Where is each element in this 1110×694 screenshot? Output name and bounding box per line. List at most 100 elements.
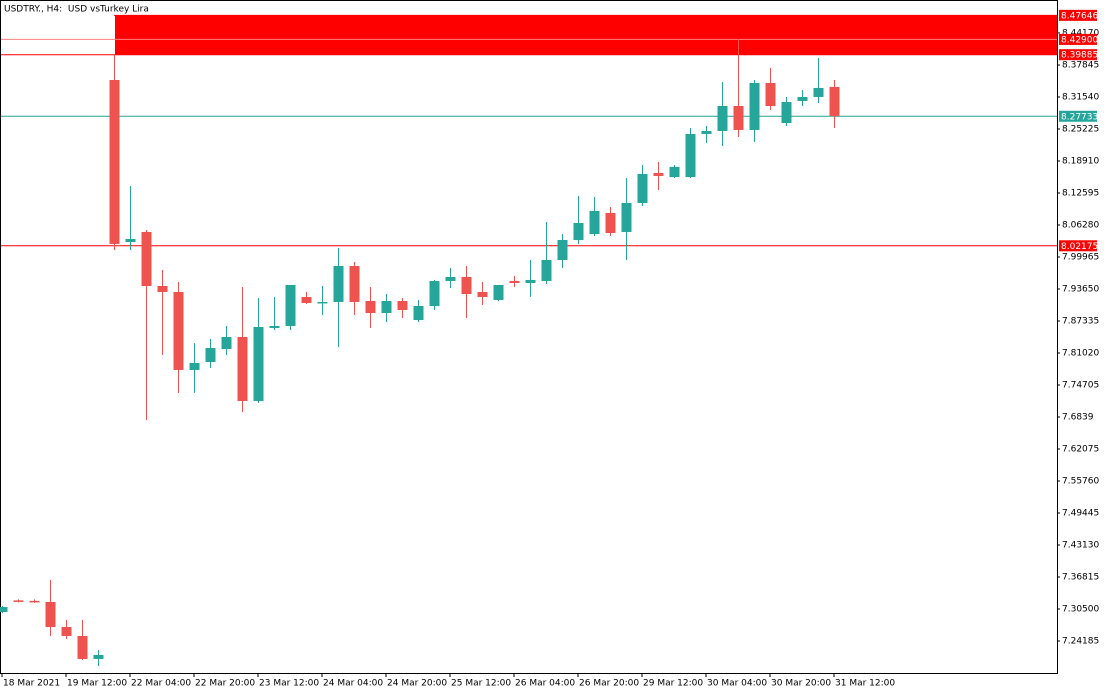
candle-body: [541, 259, 552, 281]
y-tick-label: 8.06280: [1062, 220, 1099, 230]
candle-body: [253, 326, 264, 401]
candle-body: [477, 291, 488, 297]
x-tick-label: 29 Mar 12:00: [643, 679, 703, 689]
plot-frame: [0, 0, 1058, 674]
candle-body: [621, 202, 632, 232]
x-tick-label: 30 Mar 20:00: [771, 679, 831, 689]
candle-body: [141, 231, 152, 286]
x-tick-label: 25 Mar 12:00: [451, 679, 511, 689]
candle-body: [45, 602, 56, 627]
candle-body: [61, 626, 72, 637]
candle-body: [0, 607, 8, 612]
candle-body: [461, 276, 472, 295]
y-tick-label: 7.49445: [1062, 508, 1099, 518]
candle-body: [653, 172, 664, 176]
candle-body: [685, 133, 696, 177]
x-tick-label: 23 Mar 12:00: [259, 679, 319, 689]
y-tick-label: 7.24185: [1062, 636, 1099, 646]
x-tick-label: 19 Mar 12:00: [67, 679, 127, 689]
y-tick-label: 8.18910: [1062, 156, 1099, 166]
candle-body: [829, 86, 840, 116]
candle-body: [733, 105, 744, 130]
level-label: 8.02175: [1061, 242, 1098, 252]
candle-body: [301, 296, 312, 303]
candle-body: [637, 173, 648, 203]
candle-body: [605, 212, 616, 233]
candle-body: [285, 284, 296, 326]
labels-layer: 8.44170 8.37845 8.31540 8.25225 8.18910 8.125…: [1, 9, 1099, 689]
y-tick-label: 8.12595: [1062, 188, 1099, 198]
y-tick-label: 7.55760: [1062, 476, 1099, 486]
y-tick-label: 7.6839: [1062, 412, 1094, 422]
candle-body: [157, 285, 168, 292]
candle-body: [269, 325, 280, 329]
candle-body: [445, 276, 456, 281]
y-tick-label: 7.62075: [1062, 444, 1099, 454]
candle-body: [797, 96, 808, 101]
x-tick-label: 30 Mar 04:00: [707, 679, 767, 689]
x-tick-label: 26 Mar 20:00: [579, 679, 639, 689]
candle-body: [413, 306, 424, 320]
candle-body: [381, 300, 392, 314]
x-tick-label: 18 Mar 2021: [3, 679, 60, 689]
candle-body: [365, 300, 376, 314]
zone-layer: [1, 14, 1057, 247]
candle-body: [13, 600, 24, 602]
y-tick-label: 8.44170: [1062, 28, 1099, 38]
y-tick-label: 8.37845: [1062, 61, 1099, 71]
y-tick-label: 7.87335: [1062, 316, 1099, 326]
x-tick-label: 26 Mar 04:00: [515, 679, 575, 689]
candle-body: [109, 80, 120, 244]
candle-body: [125, 238, 136, 243]
candle-body: [781, 101, 792, 123]
y-tick-label: 7.30500: [1062, 604, 1099, 614]
candle-body: [717, 105, 728, 131]
y-tick-label: 7.93650: [1062, 284, 1099, 294]
candle-body: [397, 300, 408, 310]
level-label: 8.39885: [1061, 51, 1098, 61]
level-box: [1059, 240, 1097, 252]
candle-body: [749, 82, 760, 130]
y-tick-label: 7.36815: [1062, 572, 1099, 582]
level-box: [1059, 110, 1097, 122]
candle-body: [765, 82, 776, 106]
candle-body: [669, 166, 680, 177]
candle-body: [493, 284, 504, 300]
candle-body: [509, 280, 520, 284]
y-tick-label: 7.43130: [1062, 540, 1099, 550]
chart-title: USDTRY., H4: USD vsTurkey Lira: [4, 5, 149, 15]
y-tick-label: 7.99965: [1062, 252, 1099, 262]
x-tick-label: 22 Mar 04:00: [131, 679, 191, 689]
candle-body: [525, 279, 536, 284]
candle-body: [557, 239, 568, 260]
level-label: 8.27733: [1061, 112, 1098, 122]
candle-body: [29, 600, 40, 603]
candle-body: [205, 347, 216, 363]
candle-body: [77, 636, 88, 659]
candle-body: [173, 291, 184, 370]
candle-body: [349, 265, 360, 302]
candle-body: [93, 654, 104, 659]
candle-body: [189, 362, 200, 370]
candle-body: [589, 210, 600, 235]
y-tick-label: 8.25225: [1062, 124, 1099, 134]
candle-body: [317, 301, 328, 304]
x-tick-label: 31 Mar 12:00: [835, 679, 895, 689]
level-box: [1059, 33, 1097, 45]
x-tick-label: 22 Mar 20:00: [195, 679, 255, 689]
y-tick-label: 7.81020: [1062, 348, 1099, 358]
level-box: [1059, 49, 1097, 61]
candle-body: [237, 336, 248, 401]
x-tick-label: 24 Mar 20:00: [387, 679, 447, 689]
level-box: [1059, 9, 1097, 21]
candle-body: [701, 130, 712, 134]
candle-body: [429, 280, 440, 307]
level-label: 8.47646: [1061, 11, 1098, 21]
y-tick-label: 7.74705: [1062, 380, 1099, 390]
candle-body: [221, 336, 232, 349]
x-tick-label: 24 Mar 04:00: [323, 679, 383, 689]
candle-body: [813, 87, 824, 97]
level-label: 8.42900: [1061, 35, 1098, 45]
candle-body: [573, 222, 584, 240]
